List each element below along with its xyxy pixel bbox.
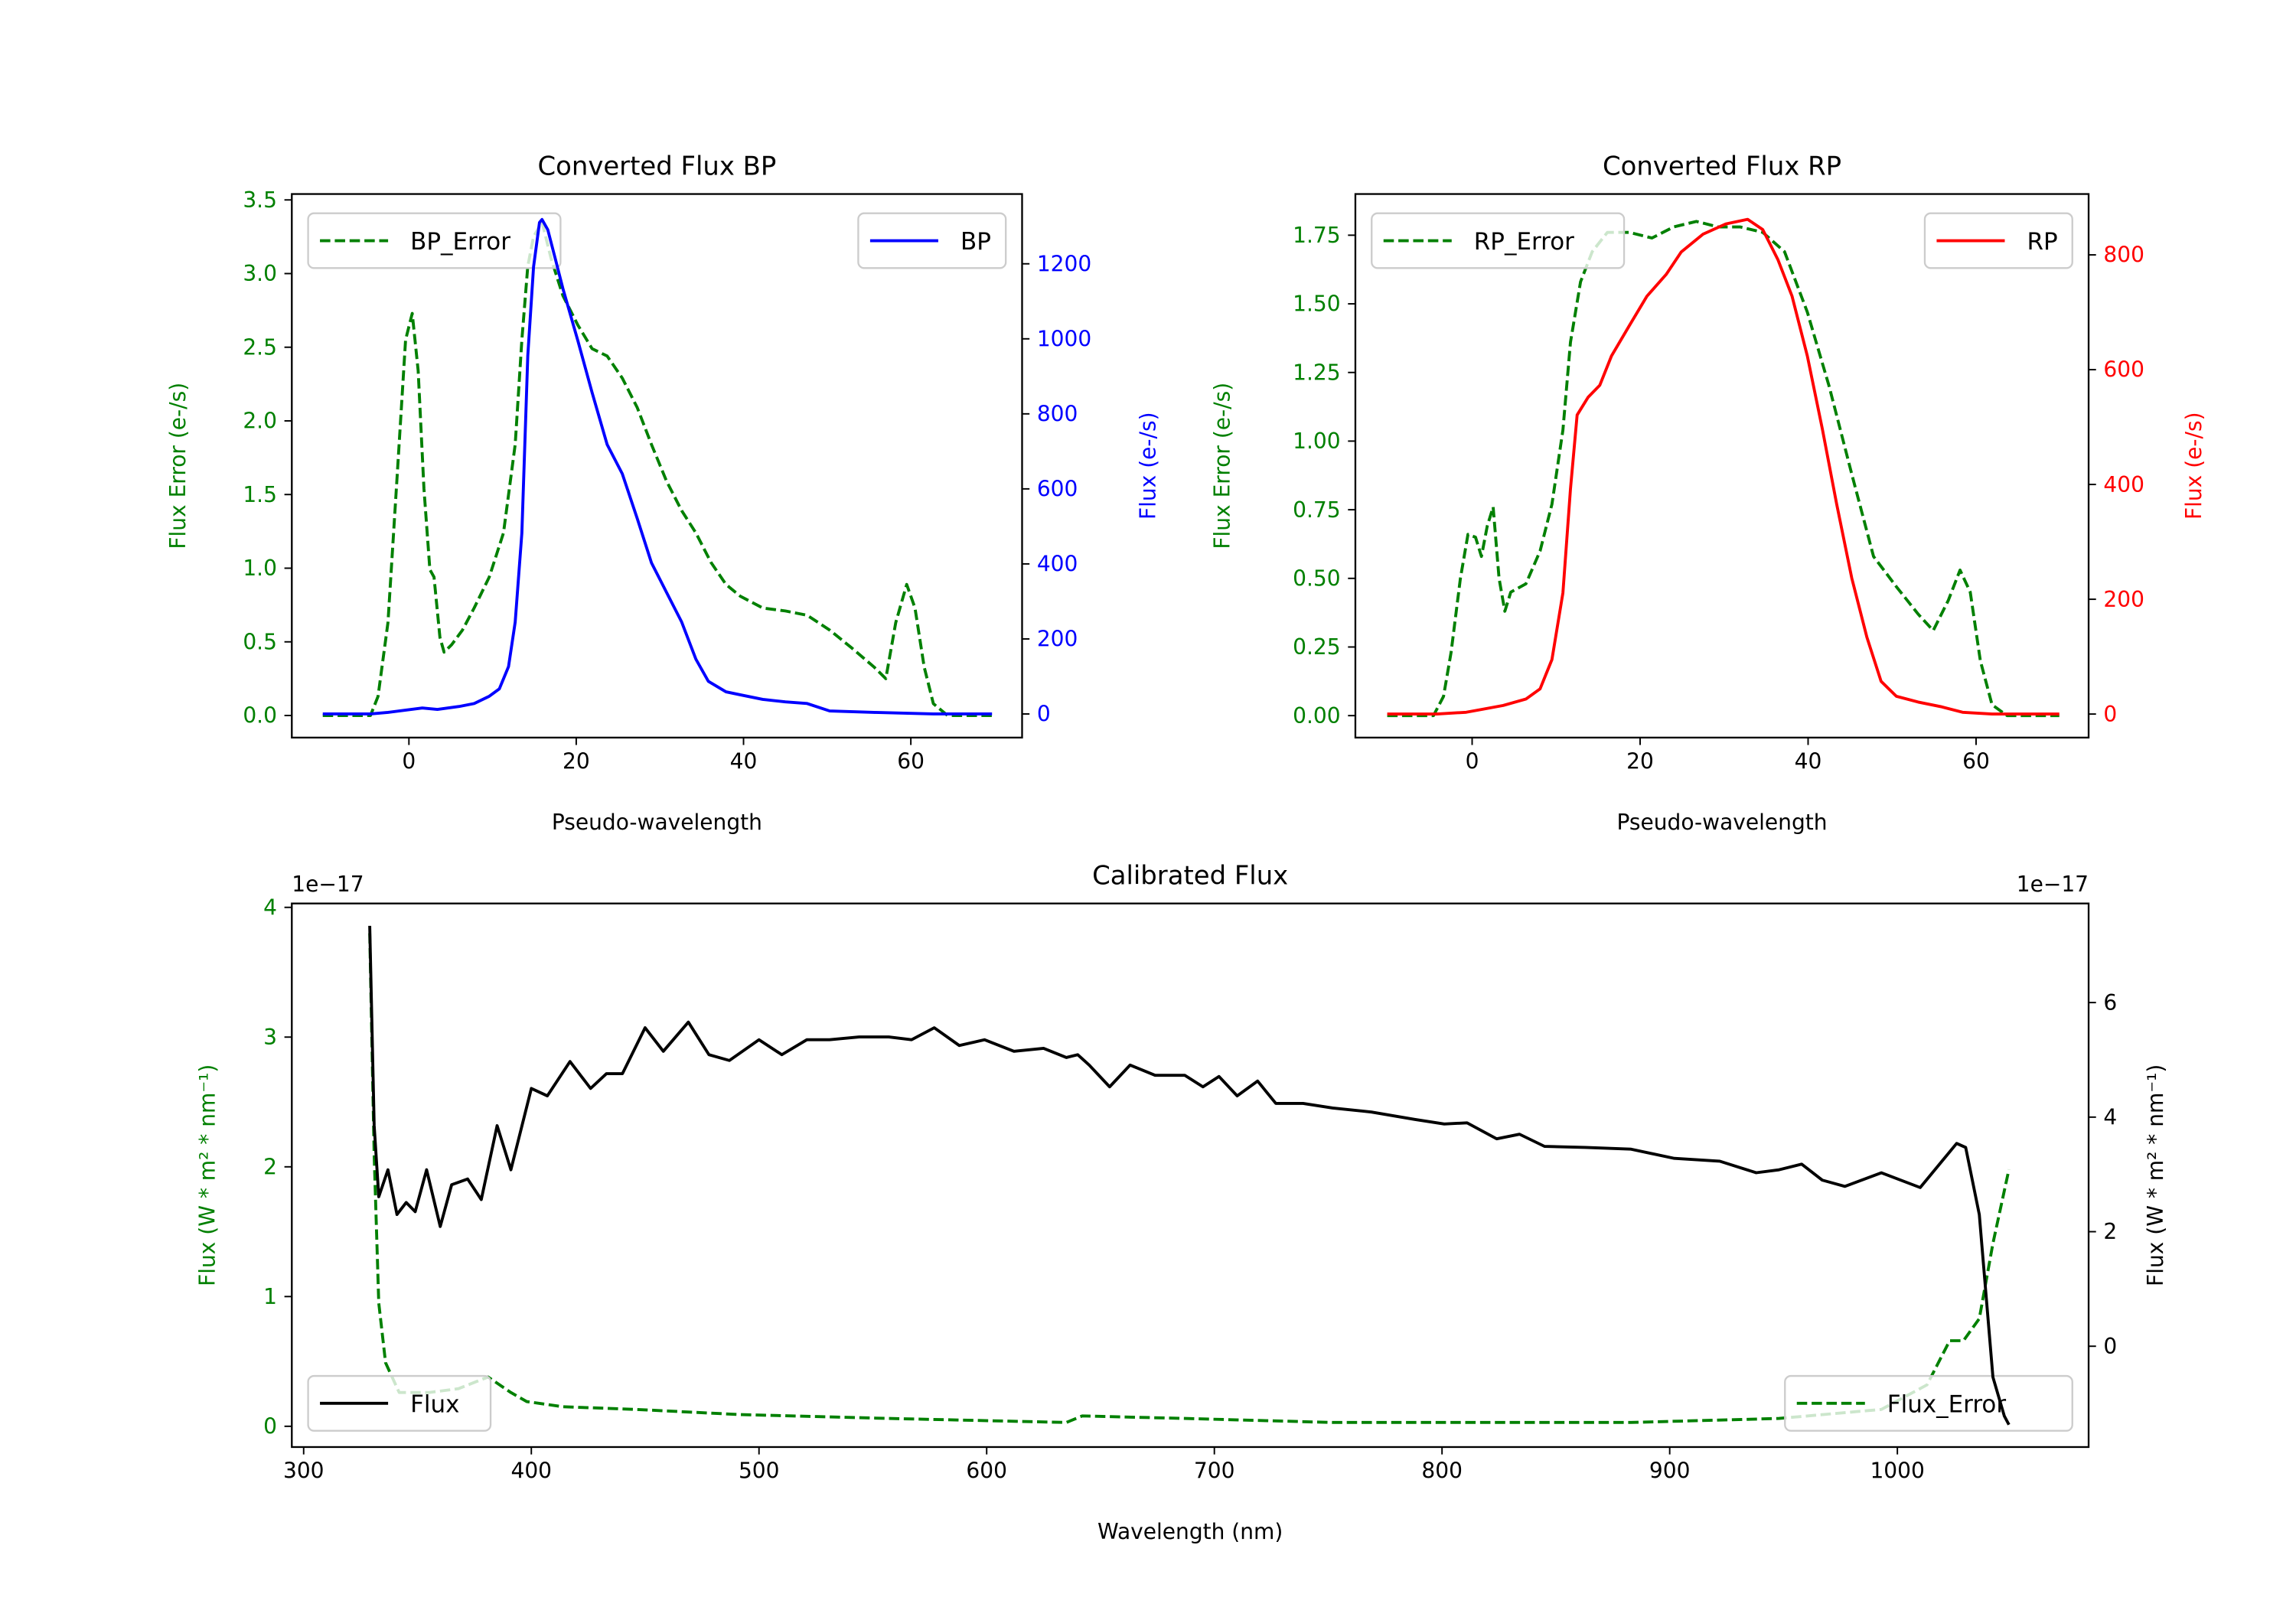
flux-series bbox=[368, 925, 2011, 1426]
y-left-tick-label: 1.0 bbox=[243, 556, 277, 581]
x-tick-label: 900 bbox=[1649, 1459, 1691, 1484]
chart-title: Converted Flux RP bbox=[1603, 151, 1841, 181]
y-right-axis-label: Flux (e-/s) bbox=[1136, 412, 1161, 520]
y-right-tick-label: 4 bbox=[2103, 1105, 2117, 1130]
y-right-tick-label: 6 bbox=[2103, 990, 2117, 1015]
axes-frame bbox=[291, 193, 1023, 739]
y-left-tick-label: 1.50 bbox=[1293, 292, 1340, 317]
x-tick-label: 800 bbox=[1421, 1459, 1463, 1484]
y-right-tick-label: 0 bbox=[2103, 1334, 2117, 1359]
bp-chart: Converted Flux BP 0 20 40 60 0.0 0.5 1.0 1.5 2.0 2… bbox=[165, 151, 1161, 834]
x-tick-label: 40 bbox=[730, 749, 758, 774]
y-left-tick-label: 0.25 bbox=[1293, 634, 1340, 660]
y-left-tick-label: 1 bbox=[263, 1284, 277, 1309]
y-left-tick-label: 0.75 bbox=[1293, 497, 1340, 523]
y-right-tick-label: 1200 bbox=[1037, 251, 1091, 276]
y-right-tick-label: 800 bbox=[2103, 243, 2144, 268]
rp-error-legend: RP_Error bbox=[1371, 212, 1626, 269]
flux-legend: Flux bbox=[307, 1374, 492, 1432]
x-axis-label: Pseudo-wavelength bbox=[1616, 810, 1827, 835]
x-tick-label: 40 bbox=[1795, 749, 1822, 774]
legend-box bbox=[307, 212, 562, 269]
legend-label: Flux_Error bbox=[1887, 1390, 2007, 1418]
bp-legend: BP bbox=[857, 212, 1007, 269]
rp-chart: Converted Flux RP 0 20 40 60 0.00 0.25 0.50 0.75… bbox=[1209, 151, 2206, 834]
legend-box bbox=[1784, 1374, 2073, 1432]
legend-label: RP bbox=[2027, 228, 2058, 256]
x-tick-label: 0 bbox=[402, 749, 416, 774]
legend-box bbox=[1371, 212, 1626, 269]
rp-legend: RP bbox=[1923, 212, 2073, 269]
y-left-axis-label: Flux Error (e-/s) bbox=[1209, 383, 1234, 549]
y-right-tick-label: 400 bbox=[1037, 552, 1078, 577]
y-left-tick-label: 2 bbox=[263, 1154, 277, 1179]
y-left-tick-label: 3 bbox=[263, 1025, 277, 1050]
y-right-offset-text: 1e−17 bbox=[2017, 872, 2089, 897]
y-right-axis-label: Flux (W * m² * nm⁻¹) bbox=[2143, 1064, 2168, 1286]
y-right-tick-label: 600 bbox=[1037, 477, 1078, 502]
y-right-tick-label: 1000 bbox=[1037, 326, 1091, 351]
y-left-axis-label: Flux Error (e-/s) bbox=[165, 383, 191, 549]
x-tick-label: 60 bbox=[1962, 749, 1990, 774]
legend-label: BP bbox=[960, 228, 991, 256]
y-left-tick-label: 0 bbox=[263, 1414, 277, 1439]
flux-line bbox=[368, 925, 2011, 1426]
y-left-tick-label: 1.5 bbox=[243, 482, 277, 507]
x-tick-label: 400 bbox=[510, 1459, 552, 1484]
x-tick-label: 20 bbox=[563, 749, 590, 774]
flux-error-legend: Flux_Error bbox=[1784, 1374, 2073, 1432]
y-left-tick-label: 2.5 bbox=[243, 334, 277, 360]
x-tick-label: 500 bbox=[739, 1459, 780, 1484]
rp-error-line bbox=[1387, 220, 2060, 718]
chart-title: Calibrated Flux bbox=[1092, 860, 1288, 890]
y-right-axis-label: Flux (e-/s) bbox=[2181, 412, 2206, 520]
y-right-tick-label: 400 bbox=[2103, 472, 2144, 497]
y-left-tick-label: 0.5 bbox=[243, 629, 277, 654]
bp-error-line bbox=[322, 220, 993, 717]
rp-line bbox=[1387, 217, 2060, 716]
y-left-offset-text: 1e−17 bbox=[292, 872, 364, 897]
x-tick-label: 700 bbox=[1194, 1459, 1235, 1484]
y-right-tick-label: 200 bbox=[1037, 627, 1078, 652]
y-left-tick-label: 4 bbox=[263, 895, 277, 920]
x-tick-label: 600 bbox=[966, 1459, 1007, 1484]
x-tick-label: 300 bbox=[283, 1459, 325, 1484]
y-left-tick-label: 1.00 bbox=[1293, 429, 1340, 454]
y-left-tick-label: 0.50 bbox=[1293, 566, 1340, 591]
x-axis-label: Wavelength (nm) bbox=[1097, 1519, 1283, 1544]
axes-frame bbox=[1354, 193, 2090, 739]
y-right-tick-label: 0 bbox=[2103, 702, 2117, 727]
rp-series bbox=[1387, 217, 2060, 716]
y-left-tick-label: 3.5 bbox=[243, 187, 277, 213]
bp-error-legend: BP_Error bbox=[307, 212, 562, 269]
y-left-axis-label: Flux (W * m² * nm⁻¹) bbox=[195, 1064, 220, 1286]
x-tick-label: 60 bbox=[897, 749, 925, 774]
y-right-tick-label: 600 bbox=[2103, 357, 2144, 383]
legend-label: RP_Error bbox=[1474, 228, 1574, 256]
x-tick-label: 0 bbox=[1466, 749, 1479, 774]
x-tick-label: 20 bbox=[1626, 749, 1654, 774]
y-right-tick-label: 200 bbox=[2103, 587, 2144, 612]
y-right-tick-label: 0 bbox=[1037, 702, 1051, 727]
chart-title: Converted Flux BP bbox=[538, 151, 777, 181]
legend-box bbox=[307, 1374, 492, 1432]
x-axis-label: Pseudo-wavelength bbox=[552, 810, 762, 835]
bp-series bbox=[322, 217, 993, 715]
bp-line bbox=[322, 217, 993, 715]
y-left-tick-label: 3.0 bbox=[243, 261, 277, 286]
x-tick-label: 1000 bbox=[1870, 1459, 1924, 1484]
y-left-tick-label: 0.00 bbox=[1293, 703, 1340, 729]
y-left-tick-label: 1.75 bbox=[1293, 223, 1340, 248]
legend-label: BP_Error bbox=[410, 228, 510, 256]
y-left-tick-label: 1.25 bbox=[1293, 360, 1340, 385]
axes-frame bbox=[291, 902, 2090, 1449]
y-right-tick-label: 800 bbox=[1037, 401, 1078, 426]
y-left-tick-label: 0.0 bbox=[243, 703, 277, 729]
y-right-tick-label: 2 bbox=[2103, 1219, 2117, 1244]
y-left-tick-label: 2.0 bbox=[243, 409, 277, 434]
legend-label: Flux bbox=[410, 1390, 459, 1418]
